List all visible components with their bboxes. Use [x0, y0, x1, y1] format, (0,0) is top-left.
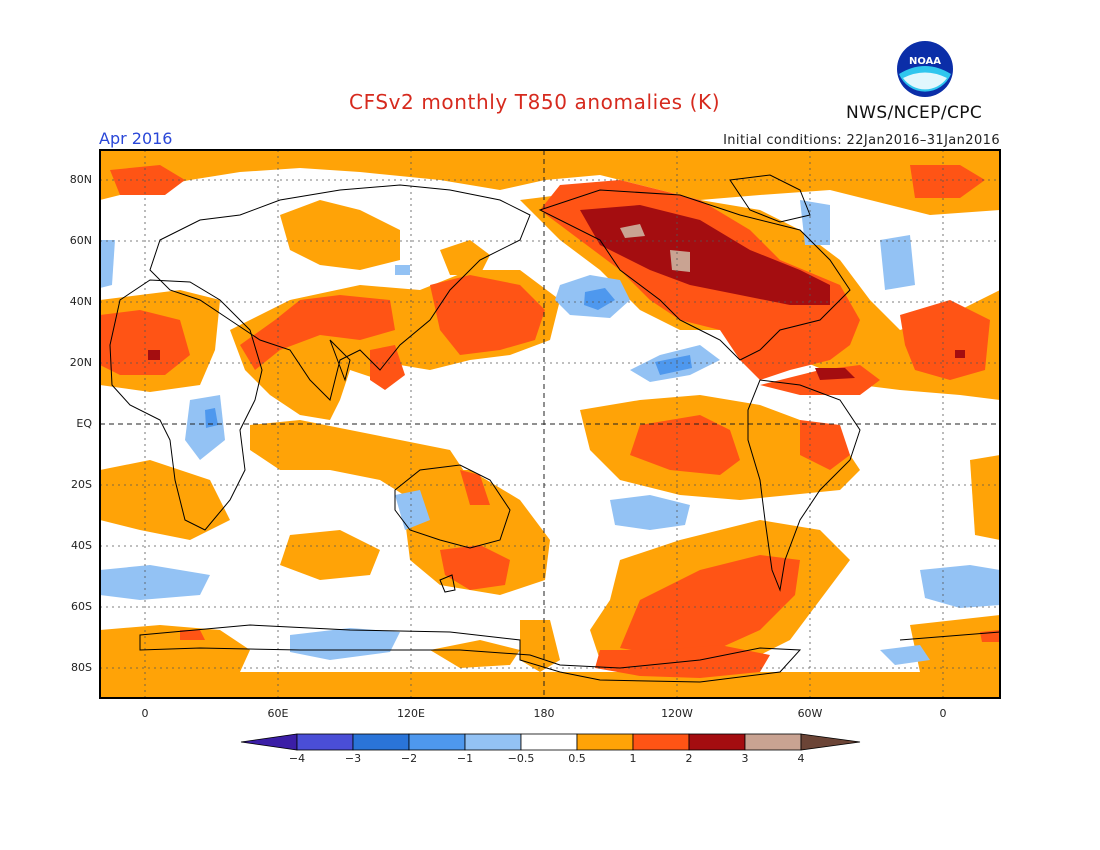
map-title: CFSv2 monthly T850 anomalies (K) — [349, 90, 721, 114]
colorbar-swatch — [352, 733, 410, 751]
colorbar-swatch — [520, 733, 578, 751]
map-field — [100, 150, 1000, 698]
colorbar-swatch — [296, 733, 354, 751]
colorbar-label: −4 — [288, 752, 306, 765]
map-graticule — [100, 150, 1000, 698]
map-frame — [99, 149, 1001, 699]
lat-label: EQ — [76, 417, 92, 430]
colorbar-label: 4 — [797, 752, 805, 765]
colorbar-swatch — [744, 733, 802, 751]
colorbar-label: −2 — [400, 752, 418, 765]
lat-label: 60S — [71, 600, 92, 613]
colorbar-swatch — [408, 733, 466, 751]
colorbar-label: 0.5 — [568, 752, 586, 765]
colorbar-label: −0.5 — [507, 752, 535, 765]
colorbar-label: −3 — [344, 752, 362, 765]
colorbar-arrow-high — [800, 733, 861, 751]
colorbar-label: 1 — [629, 752, 637, 765]
lon-label: 60E — [267, 707, 289, 720]
initial-conditions: Initial conditions: 22Jan2016–31Jan2016 — [723, 133, 1000, 148]
lon-label: 120E — [397, 707, 425, 720]
lat-label: 80S — [71, 661, 92, 674]
colorbar-label: 3 — [741, 752, 749, 765]
negative-anomaly-weak — [100, 200, 1000, 665]
lon-label: 0 — [939, 707, 947, 720]
positive-anomaly-extreme — [620, 224, 690, 272]
equator-dateline — [100, 150, 1000, 698]
lat-label: 60N — [69, 234, 92, 247]
colorbar-arrow-low — [240, 733, 298, 751]
colorbar-swatch — [632, 733, 690, 751]
lon-label: 120W — [661, 707, 693, 720]
lat-label: 40S — [71, 539, 92, 552]
colorbar-swatch — [576, 733, 634, 751]
lat-label: 40N — [69, 295, 92, 308]
lon-label: 60W — [797, 707, 823, 720]
colorbar-swatch — [688, 733, 746, 751]
lat-label: 80N — [69, 173, 92, 186]
negative-anomaly-moderate — [205, 288, 692, 428]
colorbar-label: −1 — [456, 752, 474, 765]
agency-label: NWS/NCEP/CPC — [846, 103, 983, 123]
noaa-logo: NOAA — [897, 41, 953, 97]
colorbar-label: 2 — [685, 752, 693, 765]
forecast-month: Apr 2016 — [99, 129, 173, 148]
coastlines — [109, 174, 1000, 683]
lat-label: 20N — [69, 356, 92, 369]
colorbar-swatch — [464, 733, 522, 751]
lon-label: 0 — [141, 707, 149, 720]
logo-text: NOAA — [909, 56, 941, 67]
lon-label: 180 — [533, 707, 555, 720]
colorbar — [240, 733, 861, 751]
lat-label: 20S — [71, 478, 92, 491]
